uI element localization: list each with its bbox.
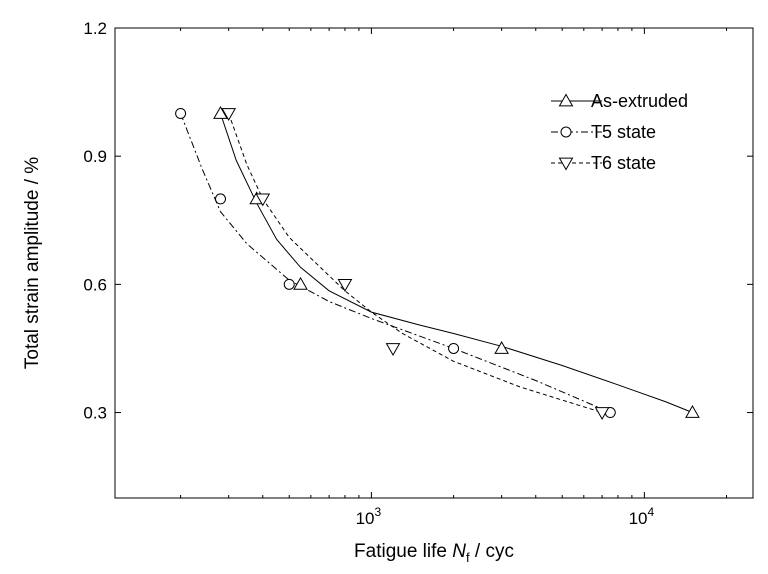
y-tick-label: 1.2 — [83, 19, 107, 38]
data-point-t5-state — [448, 342, 460, 354]
legend-marker-as-extruded — [558, 93, 574, 107]
series-curve-t6-state — [228, 113, 603, 413]
plot-frame — [114, 27, 754, 499]
x-tick-label: 103 — [356, 505, 382, 528]
data-point-t6-state — [594, 407, 610, 421]
legend-label-t6-state: T6 state — [591, 153, 656, 173]
x-tick-label: 104 — [629, 505, 655, 528]
data-point-as-extruded — [293, 276, 308, 290]
data-point-t5-state — [175, 107, 187, 119]
legend-marker-t5-state — [560, 126, 572, 138]
legend: As-extruded T5 state T6 state — [551, 91, 688, 173]
data-point-t5-state — [214, 193, 226, 205]
data-point-t6-state — [221, 108, 237, 121]
data-point-t5-state — [283, 278, 295, 290]
y-tick-label: 0.9 — [83, 147, 107, 166]
data-point-as-extruded — [213, 105, 228, 119]
legend-label-t5-state: T5 state — [591, 122, 656, 142]
data-point-as-extruded — [685, 405, 700, 418]
data-markers — [175, 105, 700, 421]
legend-marker-t6-state — [558, 157, 574, 171]
data-point-t6-state — [385, 343, 401, 356]
series-curve-t5-state — [180, 113, 611, 413]
series-curve-as-extruded — [220, 113, 693, 413]
axis-ticks: 0.3 0.6 0.9 1.2 103 104 — [83, 19, 753, 528]
data-point-t6-state — [255, 193, 271, 207]
y-axis-title: Total strain amplitude / % — [22, 157, 43, 369]
data-point-t6-state — [337, 278, 353, 292]
x-axis-title: Fatigue life Nf / cyc — [354, 541, 514, 565]
y-tick-label: 0.6 — [83, 275, 107, 294]
fit-curves — [180, 113, 693, 413]
data-point-as-extruded — [494, 340, 510, 354]
legend-label-as-extruded: As-extruded — [591, 91, 688, 111]
y-tick-label: 0.3 — [83, 404, 107, 423]
